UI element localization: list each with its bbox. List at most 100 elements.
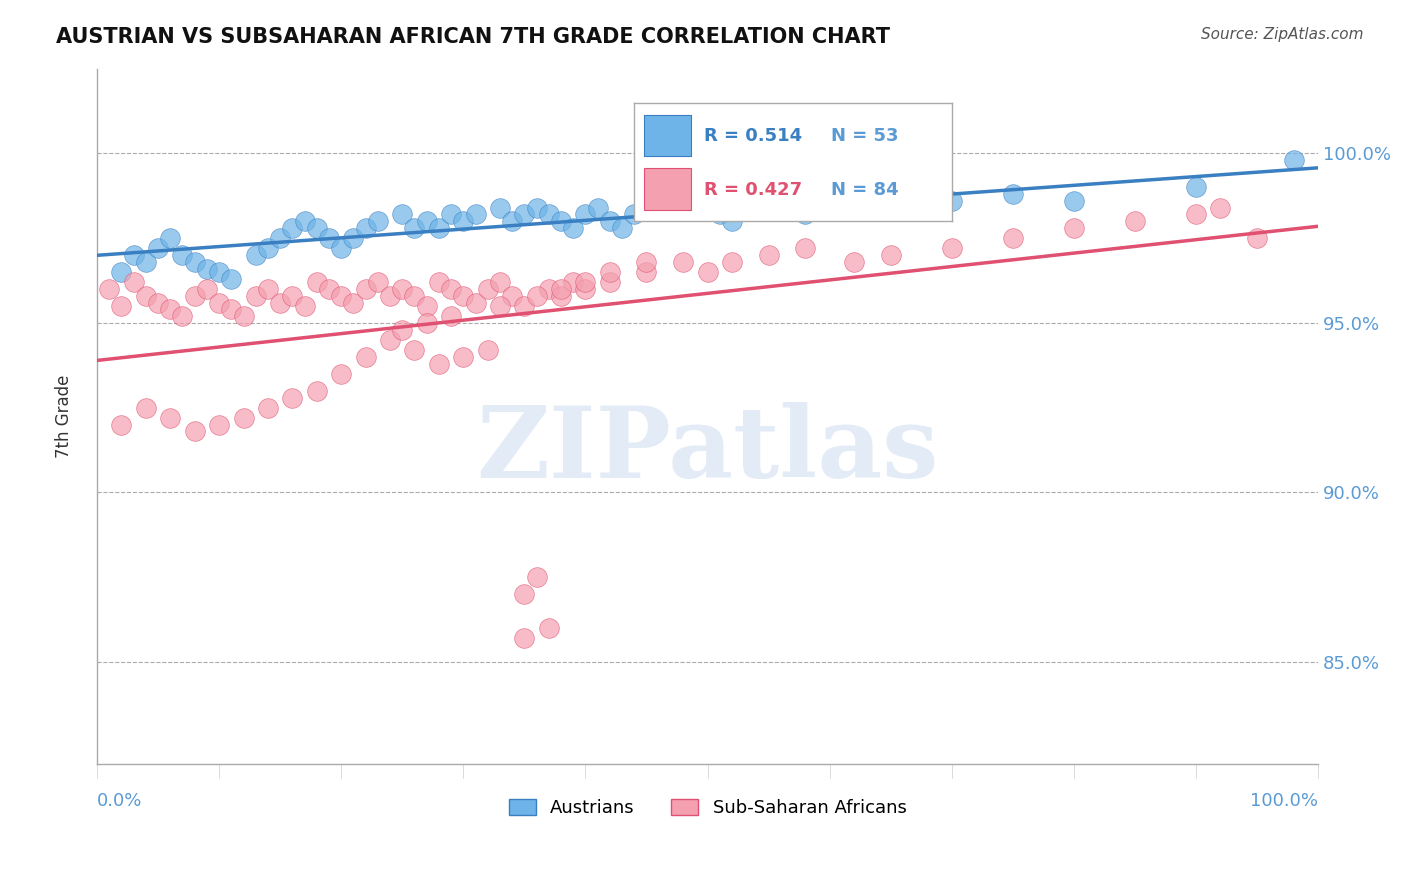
Point	[159, 231, 181, 245]
Point	[122, 248, 145, 262]
Point	[281, 221, 304, 235]
Point	[110, 299, 132, 313]
Point	[208, 265, 231, 279]
Point	[842, 194, 865, 208]
Point	[501, 289, 523, 303]
Point	[489, 299, 512, 313]
Legend: Austrians, Sub-Saharan Africans: Austrians, Sub-Saharan Africans	[502, 791, 914, 824]
Point	[880, 248, 903, 262]
Point	[208, 295, 231, 310]
Text: AUSTRIAN VS SUBSAHARAN AFRICAN 7TH GRADE CORRELATION CHART: AUSTRIAN VS SUBSAHARAN AFRICAN 7TH GRADE…	[56, 27, 890, 46]
Point	[122, 275, 145, 289]
Point	[489, 275, 512, 289]
Point	[709, 207, 731, 221]
Point	[172, 309, 194, 323]
Point	[135, 289, 157, 303]
Text: 0.0%: 0.0%	[97, 791, 142, 810]
Point	[1123, 214, 1146, 228]
Text: 100.0%: 100.0%	[1250, 791, 1319, 810]
Point	[526, 570, 548, 584]
Point	[941, 194, 963, 208]
Point	[941, 241, 963, 255]
Point	[172, 248, 194, 262]
Point	[880, 201, 903, 215]
Point	[610, 221, 633, 235]
Point	[110, 265, 132, 279]
Point	[453, 350, 475, 364]
Point	[513, 632, 536, 646]
Point	[195, 282, 218, 296]
Point	[232, 309, 254, 323]
Point	[636, 265, 658, 279]
Point	[427, 275, 450, 289]
Point	[183, 425, 205, 439]
Point	[354, 282, 377, 296]
Point	[453, 289, 475, 303]
Point	[721, 255, 744, 269]
Point	[1209, 201, 1232, 215]
Point	[427, 221, 450, 235]
Point	[440, 282, 463, 296]
Point	[415, 316, 437, 330]
Point	[489, 201, 512, 215]
Point	[586, 201, 609, 215]
Point	[221, 272, 243, 286]
Point	[354, 221, 377, 235]
Point	[330, 241, 353, 255]
Point	[513, 207, 536, 221]
Point	[146, 295, 169, 310]
Point	[294, 214, 316, 228]
Point	[281, 391, 304, 405]
Point	[159, 410, 181, 425]
Point	[464, 207, 486, 221]
Point	[146, 241, 169, 255]
Point	[294, 299, 316, 313]
Point	[794, 241, 817, 255]
Point	[281, 289, 304, 303]
Text: ZIPatlas: ZIPatlas	[477, 402, 939, 500]
Point	[550, 282, 572, 296]
Point	[440, 309, 463, 323]
Point	[477, 343, 499, 357]
Text: 7th Grade: 7th Grade	[55, 375, 73, 458]
Point	[415, 214, 437, 228]
Point	[501, 214, 523, 228]
Point	[550, 289, 572, 303]
Point	[1246, 231, 1268, 245]
Point	[257, 401, 280, 415]
Point	[599, 275, 621, 289]
Point	[672, 255, 695, 269]
Point	[415, 299, 437, 313]
Point	[464, 295, 486, 310]
Point	[221, 302, 243, 317]
Point	[391, 282, 413, 296]
Point	[269, 295, 291, 310]
Point	[245, 248, 267, 262]
Point	[721, 214, 744, 228]
Point	[318, 282, 340, 296]
Point	[404, 221, 426, 235]
Point	[367, 214, 389, 228]
Point	[1185, 207, 1208, 221]
Point	[269, 231, 291, 245]
Point	[440, 207, 463, 221]
Point	[305, 275, 328, 289]
Point	[1282, 153, 1305, 167]
Point	[696, 265, 718, 279]
Point	[342, 231, 364, 245]
Point	[537, 282, 560, 296]
Point	[550, 214, 572, 228]
Point	[696, 201, 718, 215]
Point	[305, 384, 328, 398]
Point	[110, 417, 132, 432]
Point	[427, 357, 450, 371]
Point	[574, 207, 596, 221]
Point	[404, 343, 426, 357]
Point	[404, 289, 426, 303]
Point	[183, 255, 205, 269]
Point	[574, 275, 596, 289]
Point	[453, 214, 475, 228]
Point	[135, 255, 157, 269]
Point	[599, 214, 621, 228]
Point	[537, 621, 560, 635]
